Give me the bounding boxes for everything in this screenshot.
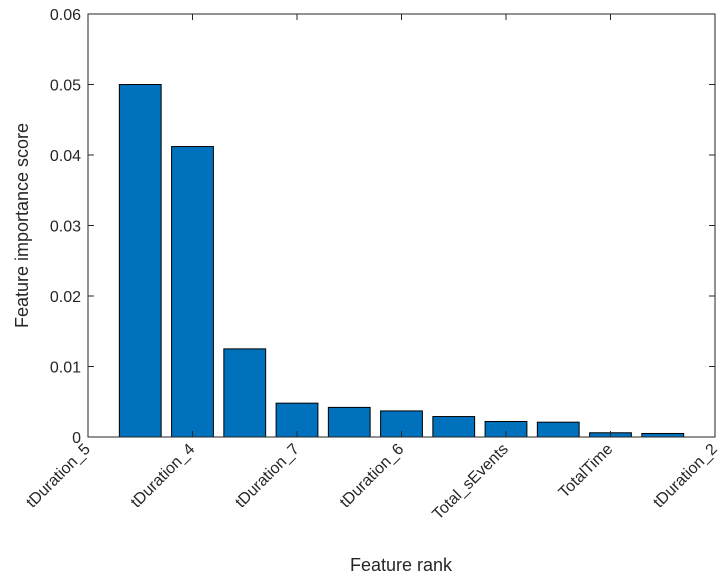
y-tick-label: 0.04 bbox=[50, 148, 81, 165]
y-tick-label: 0.05 bbox=[50, 78, 81, 95]
bars bbox=[118, 84, 685, 438]
y-tick-label: 0.02 bbox=[50, 289, 81, 306]
x-axis-label: Feature rank bbox=[350, 555, 453, 575]
bar-11 bbox=[641, 432, 685, 438]
x-tick-label: TotalTime bbox=[556, 441, 617, 502]
y-tick-label: 0.01 bbox=[50, 360, 81, 377]
y-tick-label: 0.03 bbox=[50, 219, 81, 236]
bar-7 bbox=[432, 416, 476, 438]
x-tick-label: tDuration_6 bbox=[337, 441, 408, 512]
bar-5 bbox=[327, 406, 371, 438]
x-tick-label: tDuration_7 bbox=[232, 441, 303, 512]
x-tick-label: Total_sEvents bbox=[429, 441, 511, 523]
x-tick-label: tDuration_4 bbox=[128, 441, 199, 512]
bar-1 bbox=[118, 84, 162, 438]
bar-3 bbox=[223, 348, 267, 438]
y-ticks: 0 0.01 0.02 0.03 0.04 0.05 0.06 bbox=[50, 7, 715, 447]
bar-2 bbox=[171, 146, 214, 438]
y-tick-label: 0.06 bbox=[50, 7, 81, 24]
y-tick-label: 0 bbox=[72, 430, 81, 447]
x-tick-label: tDuration_5 bbox=[23, 441, 94, 512]
bar-9 bbox=[536, 421, 580, 438]
y-axis-label: Feature importance score bbox=[12, 123, 32, 328]
x-tick-label: tDuration_2 bbox=[650, 441, 721, 512]
